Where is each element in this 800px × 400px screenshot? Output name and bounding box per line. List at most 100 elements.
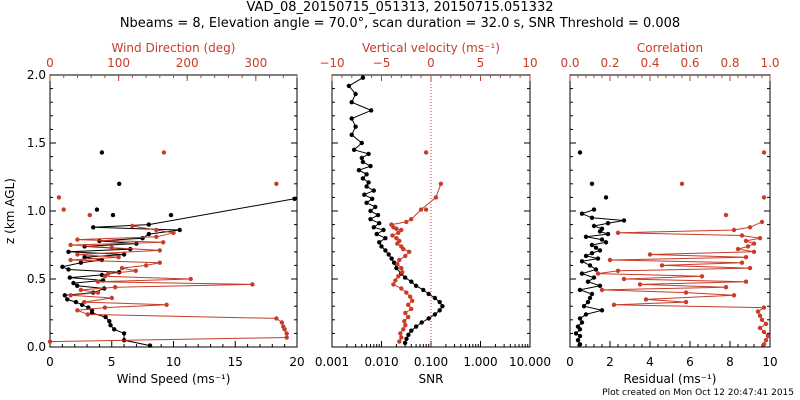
data-point bbox=[683, 290, 689, 295]
data-point bbox=[66, 249, 71, 254]
data-point bbox=[659, 263, 665, 268]
data-point bbox=[591, 275, 597, 280]
data-point bbox=[112, 327, 117, 332]
data-point bbox=[362, 192, 367, 197]
x2-tick-label: 0.6 bbox=[680, 56, 699, 70]
data-point bbox=[349, 132, 354, 137]
data-point bbox=[615, 230, 621, 235]
data-point bbox=[401, 327, 406, 332]
data-point bbox=[579, 211, 585, 216]
data-point bbox=[375, 212, 381, 218]
data-point bbox=[433, 195, 439, 200]
x2-tick-label: 0.8 bbox=[720, 56, 739, 70]
data-point bbox=[599, 226, 605, 231]
y-tick-label: 0.0 bbox=[27, 340, 46, 354]
data-point bbox=[643, 297, 649, 302]
data-point bbox=[408, 294, 413, 299]
data-point bbox=[188, 276, 193, 282]
y-tick-label: 1.5 bbox=[27, 136, 46, 150]
data-point bbox=[391, 282, 396, 287]
data-point bbox=[739, 233, 745, 238]
data-point bbox=[759, 219, 765, 225]
x2-tick-label: 0 bbox=[46, 56, 54, 70]
data-point bbox=[116, 255, 121, 260]
data-point bbox=[147, 343, 153, 348]
data-point bbox=[47, 339, 53, 344]
data-point bbox=[364, 200, 369, 205]
x-tick-label: 10.000 bbox=[509, 355, 551, 369]
data-point bbox=[573, 331, 579, 336]
data-point bbox=[99, 150, 105, 155]
data-point bbox=[406, 302, 411, 307]
data-point bbox=[102, 274, 108, 279]
data-point bbox=[368, 163, 373, 169]
data-point bbox=[581, 304, 587, 309]
data-point bbox=[432, 295, 438, 301]
data-point bbox=[579, 271, 585, 276]
data-point bbox=[605, 221, 611, 226]
data-point bbox=[68, 293, 73, 298]
data-point bbox=[351, 147, 357, 152]
data-point bbox=[91, 225, 96, 230]
data-point bbox=[284, 335, 289, 340]
x2-tick-label: 1.0 bbox=[760, 56, 779, 70]
data-point bbox=[404, 290, 409, 295]
data-point bbox=[368, 208, 373, 214]
data-point bbox=[366, 180, 371, 185]
data-point bbox=[146, 222, 151, 227]
data-point bbox=[349, 116, 354, 121]
data-point bbox=[751, 241, 757, 246]
data-point bbox=[423, 150, 429, 155]
data-point bbox=[615, 268, 621, 273]
data-point bbox=[407, 249, 412, 254]
data-point bbox=[611, 302, 617, 307]
data-point bbox=[761, 305, 767, 310]
data-point bbox=[360, 159, 366, 165]
data-point bbox=[121, 252, 127, 257]
data-point bbox=[751, 249, 757, 254]
data-point bbox=[583, 234, 589, 239]
data-point bbox=[699, 274, 705, 279]
data-point bbox=[393, 278, 398, 283]
data-point bbox=[402, 319, 407, 324]
data-point bbox=[745, 244, 751, 249]
x-tick-label: 10 bbox=[166, 355, 181, 369]
data-point bbox=[353, 91, 358, 97]
data-point bbox=[381, 227, 386, 233]
data-point bbox=[403, 323, 408, 328]
data-point bbox=[398, 331, 403, 336]
data-point bbox=[94, 207, 100, 212]
data-point bbox=[119, 265, 125, 271]
data-point bbox=[577, 150, 583, 155]
data-point bbox=[404, 219, 409, 225]
data-point bbox=[747, 265, 753, 271]
data-point bbox=[364, 172, 369, 177]
data-point bbox=[679, 181, 685, 186]
data-point bbox=[603, 195, 609, 200]
y-axis-label: z (km AGL) bbox=[3, 178, 17, 244]
data-point bbox=[761, 329, 767, 335]
data-point bbox=[250, 282, 255, 287]
data-point bbox=[761, 342, 767, 347]
data-point bbox=[579, 259, 585, 264]
data-point bbox=[397, 238, 402, 244]
data-point bbox=[589, 181, 595, 186]
x-tick-label: 0 bbox=[46, 355, 54, 369]
data-point bbox=[587, 295, 593, 301]
data-point bbox=[73, 299, 79, 305]
data-point bbox=[60, 264, 65, 269]
data-point bbox=[577, 342, 583, 347]
data-point bbox=[421, 287, 426, 293]
data-point bbox=[68, 257, 73, 263]
x-axis-label: Wind Speed (ms⁻¹) bbox=[117, 372, 231, 386]
data-point bbox=[763, 321, 769, 327]
series-line bbox=[49, 225, 288, 343]
data-point bbox=[413, 324, 419, 329]
data-point bbox=[595, 271, 601, 276]
data-point bbox=[397, 257, 402, 263]
data-point bbox=[379, 244, 384, 249]
data-point bbox=[406, 314, 411, 320]
data-point bbox=[409, 279, 414, 284]
x-tick-label: 10 bbox=[762, 355, 777, 369]
data-point bbox=[359, 155, 364, 161]
